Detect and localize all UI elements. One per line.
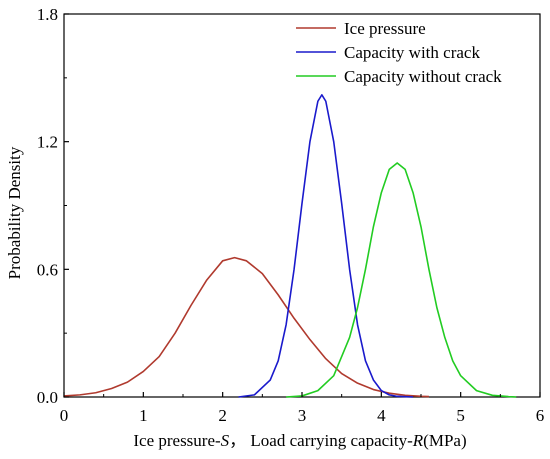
series-line-capacity-without-crack xyxy=(286,162,517,398)
legend: Ice pressure Capacity with crack Capacity … xyxy=(296,19,502,86)
x-axis-label: Ice pressure-S， Load carrying capacity-R… xyxy=(133,431,466,450)
legend-label: Ice pressure xyxy=(344,19,426,38)
y-tick-label: 1.2 xyxy=(37,133,58,152)
series-layer xyxy=(63,94,517,398)
x-axis-label-var-s: S xyxy=(221,431,230,450)
y-tick-label: 0.6 xyxy=(37,260,58,279)
legend-label: Capacity with crack xyxy=(344,43,480,62)
x-axis-label-prefix: Ice pressure- xyxy=(133,431,221,450)
series-line-capacity-with-crack xyxy=(238,94,414,398)
x-tick-label: 2 xyxy=(218,406,227,425)
y-tick-label: 0.0 xyxy=(37,388,58,407)
x-axis-label-var-r: R xyxy=(412,431,424,450)
x-axis: 0 1 2 3 4 5 6 xyxy=(60,392,545,425)
series-line-ice-pressure xyxy=(63,256,429,398)
x-tick-label: 0 xyxy=(60,406,69,425)
y-axis: 0.0 0.6 1.2 1.8 xyxy=(37,5,69,407)
legend-label: Capacity without crack xyxy=(344,67,502,86)
x-tick-label: 6 xyxy=(536,406,545,425)
x-tick-label: 4 xyxy=(377,406,386,425)
y-axis-label: Probability Density xyxy=(5,146,24,279)
x-tick-label: 3 xyxy=(298,406,307,425)
x-axis-label-suffix: (MPa) xyxy=(423,431,466,450)
y-tick-label: 1.8 xyxy=(37,5,58,24)
x-axis-label-mid: ， Load carrying capacity- xyxy=(229,431,413,450)
x-tick-label: 1 xyxy=(139,406,148,425)
x-tick-label: 5 xyxy=(456,406,465,425)
